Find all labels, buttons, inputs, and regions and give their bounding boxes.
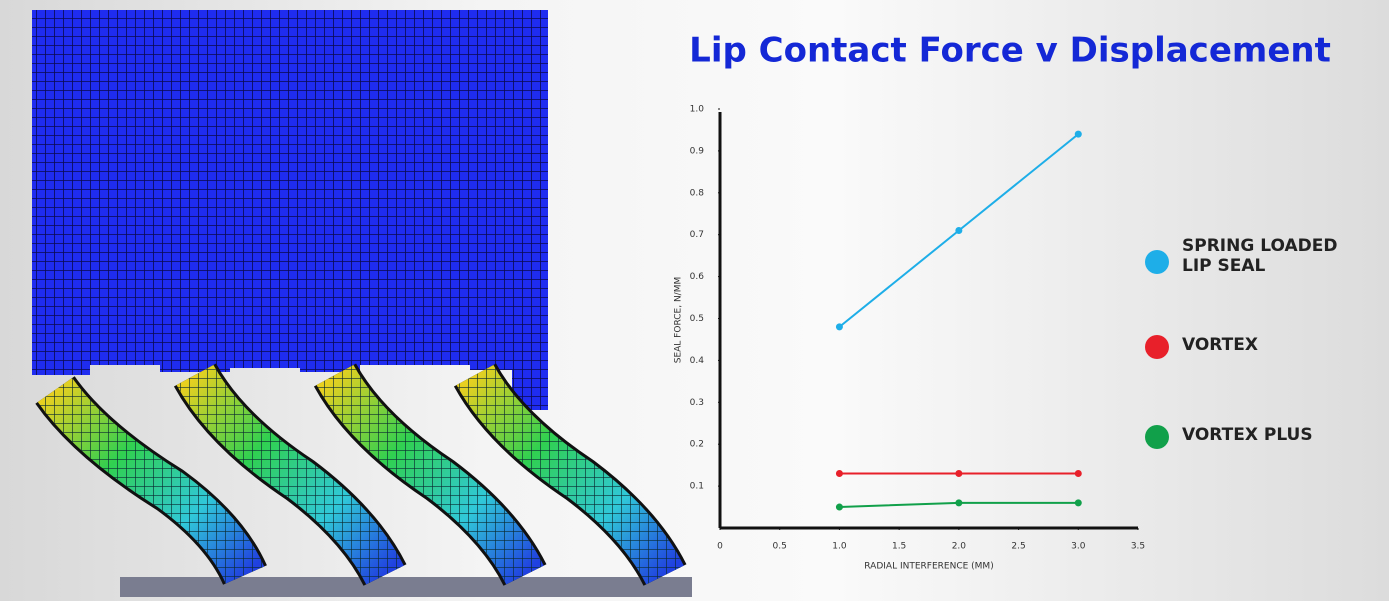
y-tick-label: 0.7 <box>690 230 704 240</box>
data-point <box>835 323 843 331</box>
x-axis-label: RADIAL INTERFERENCE (MM) <box>864 562 993 572</box>
data-point <box>1074 130 1082 138</box>
legend-label: VORTEX PLUS <box>1182 425 1313 445</box>
legend-marker <box>1145 425 1169 449</box>
x-tick-label: 1.5 <box>892 542 906 552</box>
fea-image <box>32 10 692 597</box>
y-axis-label: SEAL FORCE, N/MM <box>674 277 684 363</box>
x-tick-label: 3.0 <box>1071 542 1086 552</box>
data-point <box>1074 499 1082 507</box>
x-tick-label: 1.0 <box>832 542 847 552</box>
data-point <box>955 227 963 235</box>
legend-label: VORTEX <box>1182 335 1258 355</box>
x-tick-label: 2.5 <box>1011 542 1025 552</box>
chart-title: Lip Contact Force v Displacement <box>689 31 1331 71</box>
data-point <box>955 470 963 478</box>
x-tick-label: 0.5 <box>773 542 787 552</box>
x-tick-label: 3.5 <box>1131 542 1145 552</box>
y-tick-label: 0.3 <box>690 398 704 408</box>
data-point <box>955 499 963 507</box>
y-tick-label: 0.4 <box>690 356 705 366</box>
y-tick-label: 0.8 <box>690 188 705 198</box>
y-tick-label: 1.0 <box>690 105 705 115</box>
y-tick-label: 0.2 <box>690 440 704 450</box>
y-tick-label: 0.6 <box>690 272 705 282</box>
y-tick-label: 0.1 <box>690 482 704 492</box>
legend-marker <box>1145 250 1169 274</box>
legend-marker <box>1145 335 1169 359</box>
x-tick-label: 2.0 <box>952 542 967 552</box>
data-point <box>835 503 843 511</box>
x-tick-label: 0 <box>717 542 723 552</box>
y-tick-label: 0.9 <box>690 146 705 156</box>
data-point <box>835 470 843 478</box>
y-tick-label: 0.5 <box>690 314 704 324</box>
legend-label: SPRING LOADED LIP SEAL <box>1182 236 1338 276</box>
data-point <box>1074 470 1082 478</box>
